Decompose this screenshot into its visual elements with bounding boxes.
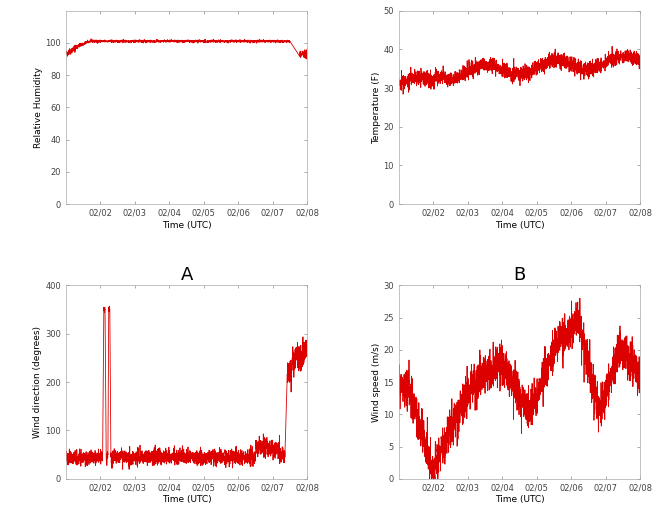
X-axis label: Time (UTC): Time (UTC)	[495, 495, 544, 504]
Text: B: B	[513, 266, 526, 284]
Y-axis label: Wind direction (degrees): Wind direction (degrees)	[34, 326, 42, 438]
X-axis label: Time (UTC): Time (UTC)	[162, 495, 211, 504]
X-axis label: Time (UTC): Time (UTC)	[495, 221, 544, 230]
Y-axis label: Wind speed (m/s): Wind speed (m/s)	[372, 343, 381, 422]
Y-axis label: Relative Humidity: Relative Humidity	[34, 67, 43, 148]
Y-axis label: Temperature (F): Temperature (F)	[372, 71, 381, 144]
Text: A: A	[180, 266, 193, 284]
X-axis label: Time (UTC): Time (UTC)	[162, 221, 211, 230]
